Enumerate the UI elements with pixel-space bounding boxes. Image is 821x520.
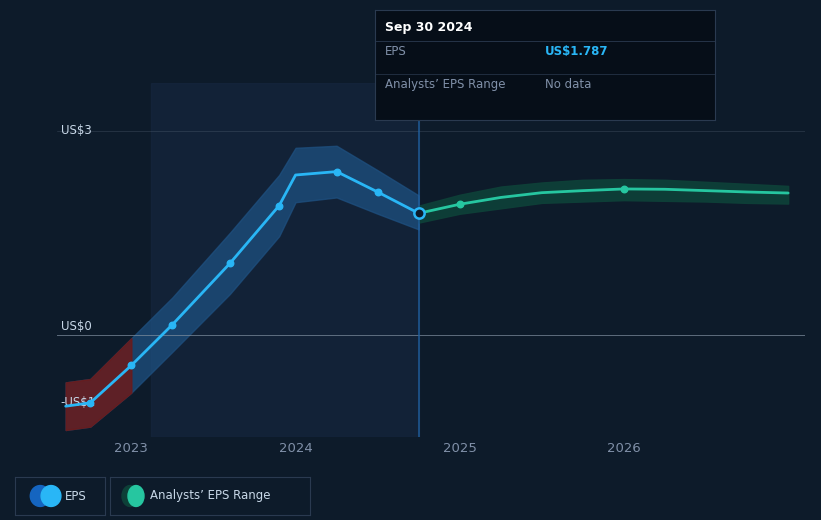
Text: -US$1: -US$1 bbox=[61, 396, 96, 409]
Point bbox=[273, 201, 286, 210]
Point bbox=[412, 209, 425, 217]
Ellipse shape bbox=[128, 486, 144, 506]
Text: EPS: EPS bbox=[65, 489, 86, 502]
Text: No data: No data bbox=[545, 78, 591, 91]
Text: US$3: US$3 bbox=[61, 124, 91, 137]
Ellipse shape bbox=[41, 486, 61, 506]
Text: US$1.787: US$1.787 bbox=[545, 45, 608, 58]
Text: EPS: EPS bbox=[385, 45, 407, 58]
Text: Analysts’ EPS Range: Analysts’ EPS Range bbox=[385, 78, 506, 91]
Point bbox=[617, 185, 631, 193]
Bar bbox=[151, 83, 419, 437]
Ellipse shape bbox=[122, 486, 138, 506]
Text: Sep 30 2024: Sep 30 2024 bbox=[385, 21, 473, 34]
Text: Analysts’ EPS Range: Analysts’ EPS Range bbox=[150, 489, 270, 502]
Text: Actual: Actual bbox=[375, 103, 412, 116]
Point bbox=[330, 167, 343, 176]
Point bbox=[84, 399, 97, 407]
Point bbox=[166, 320, 179, 329]
Point bbox=[125, 361, 138, 370]
Text: Analysts Forecasts: Analysts Forecasts bbox=[429, 103, 539, 116]
Point bbox=[371, 188, 384, 196]
Point bbox=[223, 259, 236, 268]
Text: US$0: US$0 bbox=[61, 320, 91, 333]
Point bbox=[453, 200, 466, 209]
Ellipse shape bbox=[30, 486, 50, 506]
